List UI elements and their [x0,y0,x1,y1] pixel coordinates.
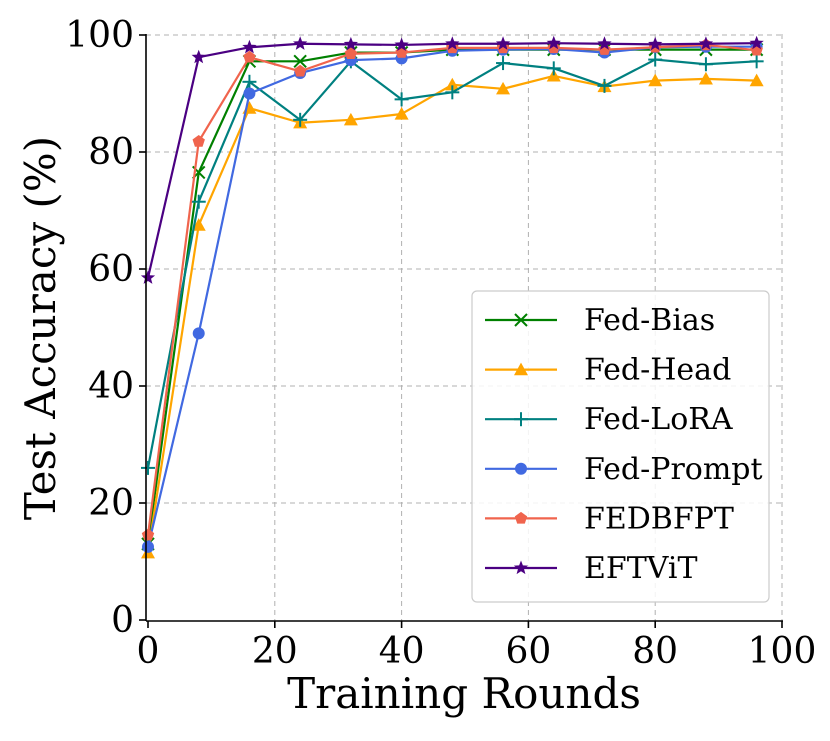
legend: Fed-Bias Fed-Head Fed-LoRA Fed-Prompt FEDBFP… [471,290,770,603]
data-point-fed-lora [445,85,460,100]
legend-item-fed-prompt: Fed-Prompt [485,452,763,487]
x-tick-label: 60 [505,631,551,672]
data-point-fedbfpt [293,64,307,77]
data-point-eftvit [242,39,257,54]
legend-label: Fed-Bias [584,303,715,338]
legend-marker [514,362,528,376]
legend-marker [514,313,528,327]
data-point-fed-lora [648,52,663,67]
data-point-fed-bias [293,54,307,69]
axes [139,34,783,628]
data-point-fed-lora [496,56,511,71]
legend-label: EFTViT [584,551,697,586]
data-point-fed-head [394,106,409,120]
legend-item-fed-lora: Fed-LoRA [485,402,733,437]
x-axis-title: Training Rounds [287,669,641,718]
x-tick-label: 100 [748,631,817,672]
data-point-fed-lora [394,92,409,107]
data-point-fed-lora [191,194,206,209]
data-point-eftvit [698,36,714,50]
data-point-eftvit [140,270,156,284]
legend-marker [513,560,529,575]
x-tick-label: 20 [252,631,298,672]
legend-item-fedbfpt: FEDBFPT [485,501,734,536]
legend-label: FEDBFPT [584,501,734,536]
data-point-fedbfpt [344,47,358,59]
data-point-eftvit [546,35,561,50]
data-point-fed-head [496,81,511,95]
data-point-fed-head [191,218,206,231]
y-tick-label: 40 [88,366,134,407]
data-point-eftvit [495,36,511,50]
data-point-fed-head [343,112,358,126]
data-point-eftvit [749,35,764,50]
x-tick-label: 40 [379,631,425,672]
data-point-fedbfpt [192,134,205,147]
legend-marker [515,462,527,475]
data-point-fed-head [749,73,764,87]
data-point-fed-lora [546,61,561,76]
series-fed-head [141,68,764,559]
tick-labels: 0 20 40 60 80 100 0 20 40 60 80 100 [65,15,816,672]
y-tick-label: 0 [111,600,134,641]
legend-item-eftvit: EFTViT [485,551,697,586]
y-tick-label: 20 [88,483,134,524]
y-tick-label: 60 [88,249,134,290]
data-point-fed-prompt [192,327,205,340]
legend-marker [514,511,528,524]
data-point-fed-prompt [243,87,256,100]
data-point-eftvit [394,37,409,52]
data-point-fed-lora [293,112,308,127]
data-point-fed-prompt [142,540,154,553]
data-point-fed-lora [242,74,257,89]
data-point-fed-lora [749,54,764,69]
legend-item-fed-bias: Fed-Bias [485,303,715,338]
data-point-fed-head [648,73,663,87]
x-tick-label: 0 [137,631,160,672]
y-axis-title: Test Accuracy (%) [16,136,65,520]
data-point-fedbfpt [141,528,155,541]
y-tick-label: 100 [65,15,134,56]
legend-item-fed-head: Fed-Head [485,353,731,388]
x-tick-label: 80 [632,631,678,672]
legend-label: Fed-LoRA [584,402,733,437]
data-point-eftvit [648,36,663,51]
data-point-fed-lora [141,460,155,475]
series-fed-lora [141,52,764,475]
legend-label: Fed-Prompt [584,452,763,487]
data-point-fed-lora [698,57,713,72]
data-point-fed-head [445,77,460,91]
data-point-eftvit [597,36,612,50]
legend-label: Fed-Head [584,353,731,388]
series-eftvit [140,35,764,284]
data-point-eftvit [293,36,308,50]
data-point-fed-lora [597,78,612,93]
series-layer [140,35,764,559]
data-point-eftvit [445,36,460,50]
data-point-eftvit [343,36,359,51]
data-point-fedbfpt [243,50,256,63]
data-point-fed-head [698,71,713,85]
legend-marker [514,412,528,427]
data-point-eftvit [191,49,206,64]
y-tick-label: 80 [88,132,134,173]
